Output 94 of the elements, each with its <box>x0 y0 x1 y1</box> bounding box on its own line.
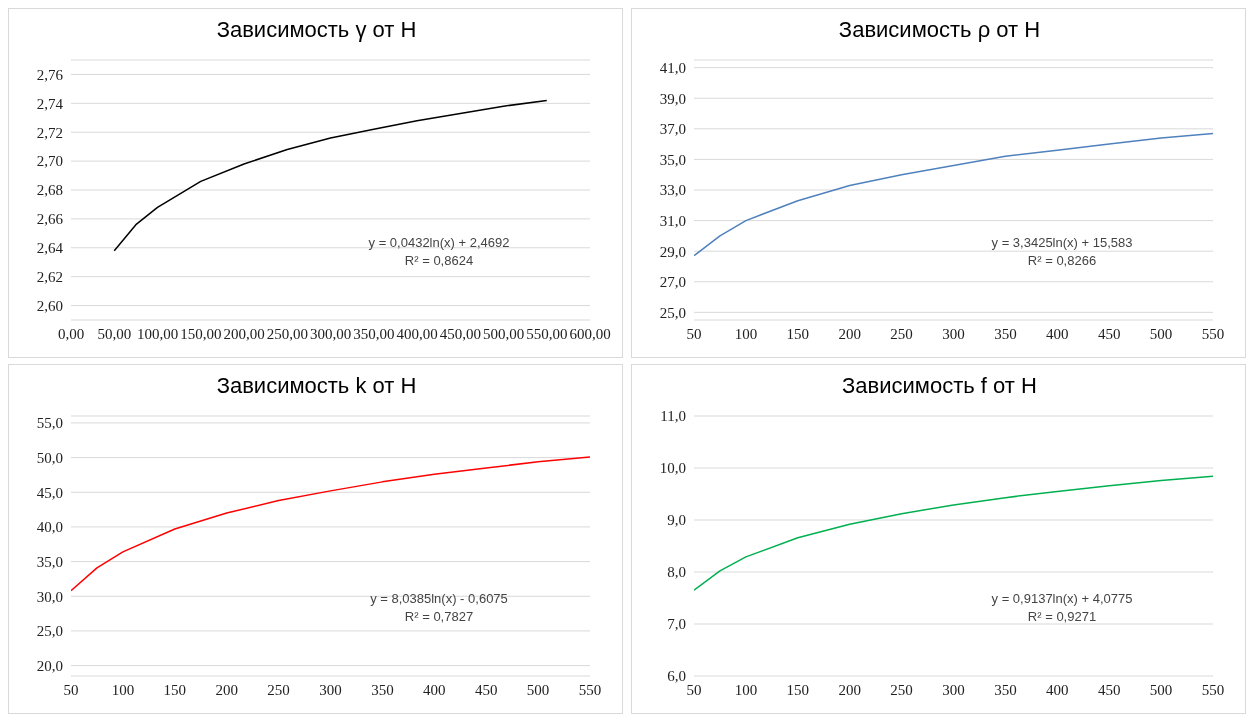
x-tick-label: 250 <box>890 325 913 342</box>
x-tick-label: 300 <box>319 681 342 698</box>
chart-title: Зависимость γ от H <box>215 17 418 43</box>
y-tick-label: 35,0 <box>659 151 686 168</box>
x-tick-label: 100 <box>734 325 758 342</box>
x-tick-label: 50,00 <box>97 325 132 342</box>
y-tick-label: 11,0 <box>660 408 686 425</box>
y-tick-label: 33,0 <box>659 182 686 199</box>
x-tick-label: 350 <box>371 681 394 698</box>
x-tick-label: 250 <box>267 681 290 698</box>
x-tick-label: 150,00 <box>180 325 222 342</box>
y-tick-label: 2,74 <box>36 95 64 112</box>
y-tick-label: 39,0 <box>659 90 686 107</box>
x-tick-label: 550 <box>1201 681 1225 698</box>
y-tick-label: 45,0 <box>36 484 63 501</box>
x-tick-label: 50 <box>686 325 702 342</box>
x-tick-label: 400 <box>1046 325 1069 342</box>
line-series <box>694 475 1213 591</box>
x-tick-label: 100,00 <box>136 325 179 342</box>
y-tick-label: 31,0 <box>659 212 686 229</box>
y-tick-label: 2,60 <box>36 297 63 314</box>
y-tick-label: 7,0 <box>667 616 686 633</box>
x-tick-label: 300 <box>942 681 965 698</box>
y-tick-label: 50,0 <box>36 449 63 466</box>
x-tick-label: 400 <box>1046 681 1069 698</box>
chart-title: Зависимость f от H <box>841 373 1038 399</box>
x-tick-label: 200,00 <box>223 325 265 342</box>
y-tick-label: 9,0 <box>667 512 686 529</box>
x-tick-label: 200 <box>838 325 861 342</box>
x-tick-label: 350 <box>994 681 1017 698</box>
x-tick-label: 350,00 <box>353 325 395 342</box>
x-tick-label: 450 <box>1097 681 1121 698</box>
x-tick-label: 500 <box>1149 681 1173 698</box>
y-tick-label: 2,70 <box>36 153 63 170</box>
y-tick-label: 2,68 <box>36 182 63 199</box>
chart-title: Зависимость ρ от H <box>837 17 1042 43</box>
y-tick-label: 37,0 <box>659 121 686 138</box>
annotation: R² = 0,8266 <box>1026 252 1098 270</box>
annotation: R² = 0,8624 <box>403 252 475 270</box>
x-tick-label: 100 <box>734 681 758 698</box>
y-tick-label: 2,62 <box>36 268 63 285</box>
y-tick-label: 29,0 <box>659 243 686 260</box>
y-tick-label: 30,0 <box>36 588 63 605</box>
y-tick-label: 20,0 <box>36 657 63 674</box>
y-tick-label: 41,0 <box>659 59 686 76</box>
x-tick-label: 200 <box>838 681 861 698</box>
x-tick-label: 600,00 <box>569 325 611 342</box>
x-tick-label: 300,00 <box>309 325 352 342</box>
x-tick-label: 450,00 <box>439 325 481 342</box>
annotation: R² = 0,9271 <box>1026 608 1098 626</box>
y-tick-label: 55,0 <box>36 415 63 432</box>
chart-title: Зависимость k от H <box>215 373 418 399</box>
x-tick-label: 450 <box>474 681 498 698</box>
x-tick-label: 0,00 <box>57 325 85 342</box>
x-tick-label: 550 <box>578 681 602 698</box>
x-tick-label: 250 <box>890 681 913 698</box>
line-series <box>113 99 548 252</box>
annotation: y = 8,0385ln(x) - 0,6075 <box>369 590 509 608</box>
y-tick-label: 2,76 <box>36 66 64 83</box>
annotation: y = 3,3425ln(x) + 15,583 <box>990 234 1134 252</box>
x-tick-label: 400,00 <box>396 325 438 342</box>
y-tick-label: 27,0 <box>659 274 686 291</box>
y-tick-label: 2,64 <box>36 240 64 257</box>
x-tick-label: 550,00 <box>526 325 568 342</box>
x-tick-label: 500 <box>526 681 550 698</box>
x-tick-label: 150 <box>786 325 810 342</box>
x-tick-label: 250,00 <box>266 325 308 342</box>
x-tick-label: 150 <box>163 681 187 698</box>
y-tick-label: 10,0 <box>659 460 686 477</box>
x-tick-label: 400 <box>423 681 446 698</box>
annotation: y = 0,9137ln(x) + 4,0775 <box>990 590 1134 608</box>
y-tick-label: 8,0 <box>667 564 686 581</box>
y-tick-label: 2,72 <box>36 124 63 141</box>
y-tick-label: 40,0 <box>36 519 63 536</box>
line-series <box>71 456 590 592</box>
x-tick-label: 350 <box>994 325 1017 342</box>
x-tick-label: 50 <box>63 681 79 698</box>
annotation: R² = 0,7827 <box>403 608 475 626</box>
x-tick-label: 50 <box>686 681 702 698</box>
y-tick-label: 35,0 <box>36 553 63 570</box>
x-tick-label: 500 <box>1149 325 1173 342</box>
y-tick-label: 6,0 <box>667 668 686 685</box>
y-tick-label: 25,0 <box>659 304 686 321</box>
line-series <box>694 132 1213 257</box>
x-tick-label: 450 <box>1097 325 1121 342</box>
x-tick-label: 100 <box>111 681 135 698</box>
annotation: y = 0,0432ln(x) + 2,4692 <box>367 234 511 252</box>
x-tick-label: 200 <box>215 681 238 698</box>
x-tick-label: 550 <box>1201 325 1225 342</box>
y-tick-label: 2,66 <box>36 211 64 228</box>
y-tick-label: 25,0 <box>36 623 63 640</box>
x-tick-label: 150 <box>786 681 810 698</box>
x-tick-label: 300 <box>942 325 965 342</box>
x-tick-label: 500,00 <box>482 325 525 342</box>
